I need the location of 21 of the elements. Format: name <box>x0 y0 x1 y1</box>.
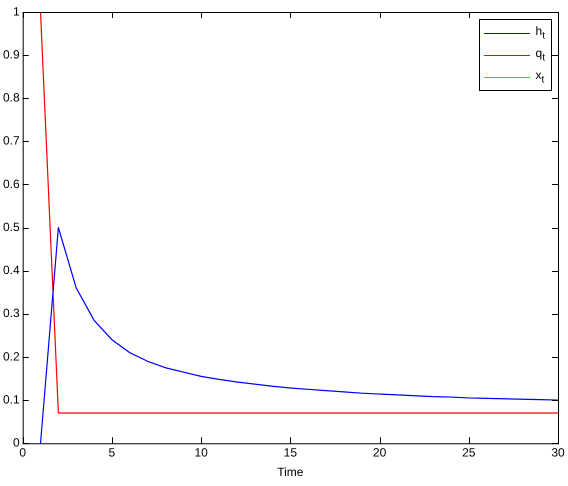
y-tick-label: 1 <box>12 4 20 18</box>
x-axis-title: Time <box>277 465 304 480</box>
legend-label: q$_{t}$ <box>536 46 545 64</box>
x-tick-label: 30 <box>551 446 565 460</box>
y-tick-label: 0.9 <box>2 47 20 62</box>
y-tick-label: 0.5 <box>2 220 20 234</box>
legend-label: x$_{t}$ <box>536 68 544 86</box>
x-tick-label: 25 <box>462 446 476 460</box>
x-tick-label: 10 <box>194 446 208 460</box>
y-tick-label: 0.8 <box>2 90 20 105</box>
y-tick-label: 0.6 <box>2 176 20 191</box>
y-tick-label: 0.1 <box>2 392 20 406</box>
x-tick-label: 5 <box>108 446 116 460</box>
y-tick-label: 0.2 <box>2 349 20 364</box>
y-tick-label: 0 <box>12 436 20 450</box>
y-tick-label: 0.7 <box>2 134 20 148</box>
x-tick-label: 15 <box>284 446 298 460</box>
legend-label: h$_{t}$ <box>536 24 545 42</box>
y-tick-label: 0.3 <box>2 306 20 320</box>
y-tick-label: 0.4 <box>2 263 20 278</box>
x-tick-label: 20 <box>372 446 387 460</box>
